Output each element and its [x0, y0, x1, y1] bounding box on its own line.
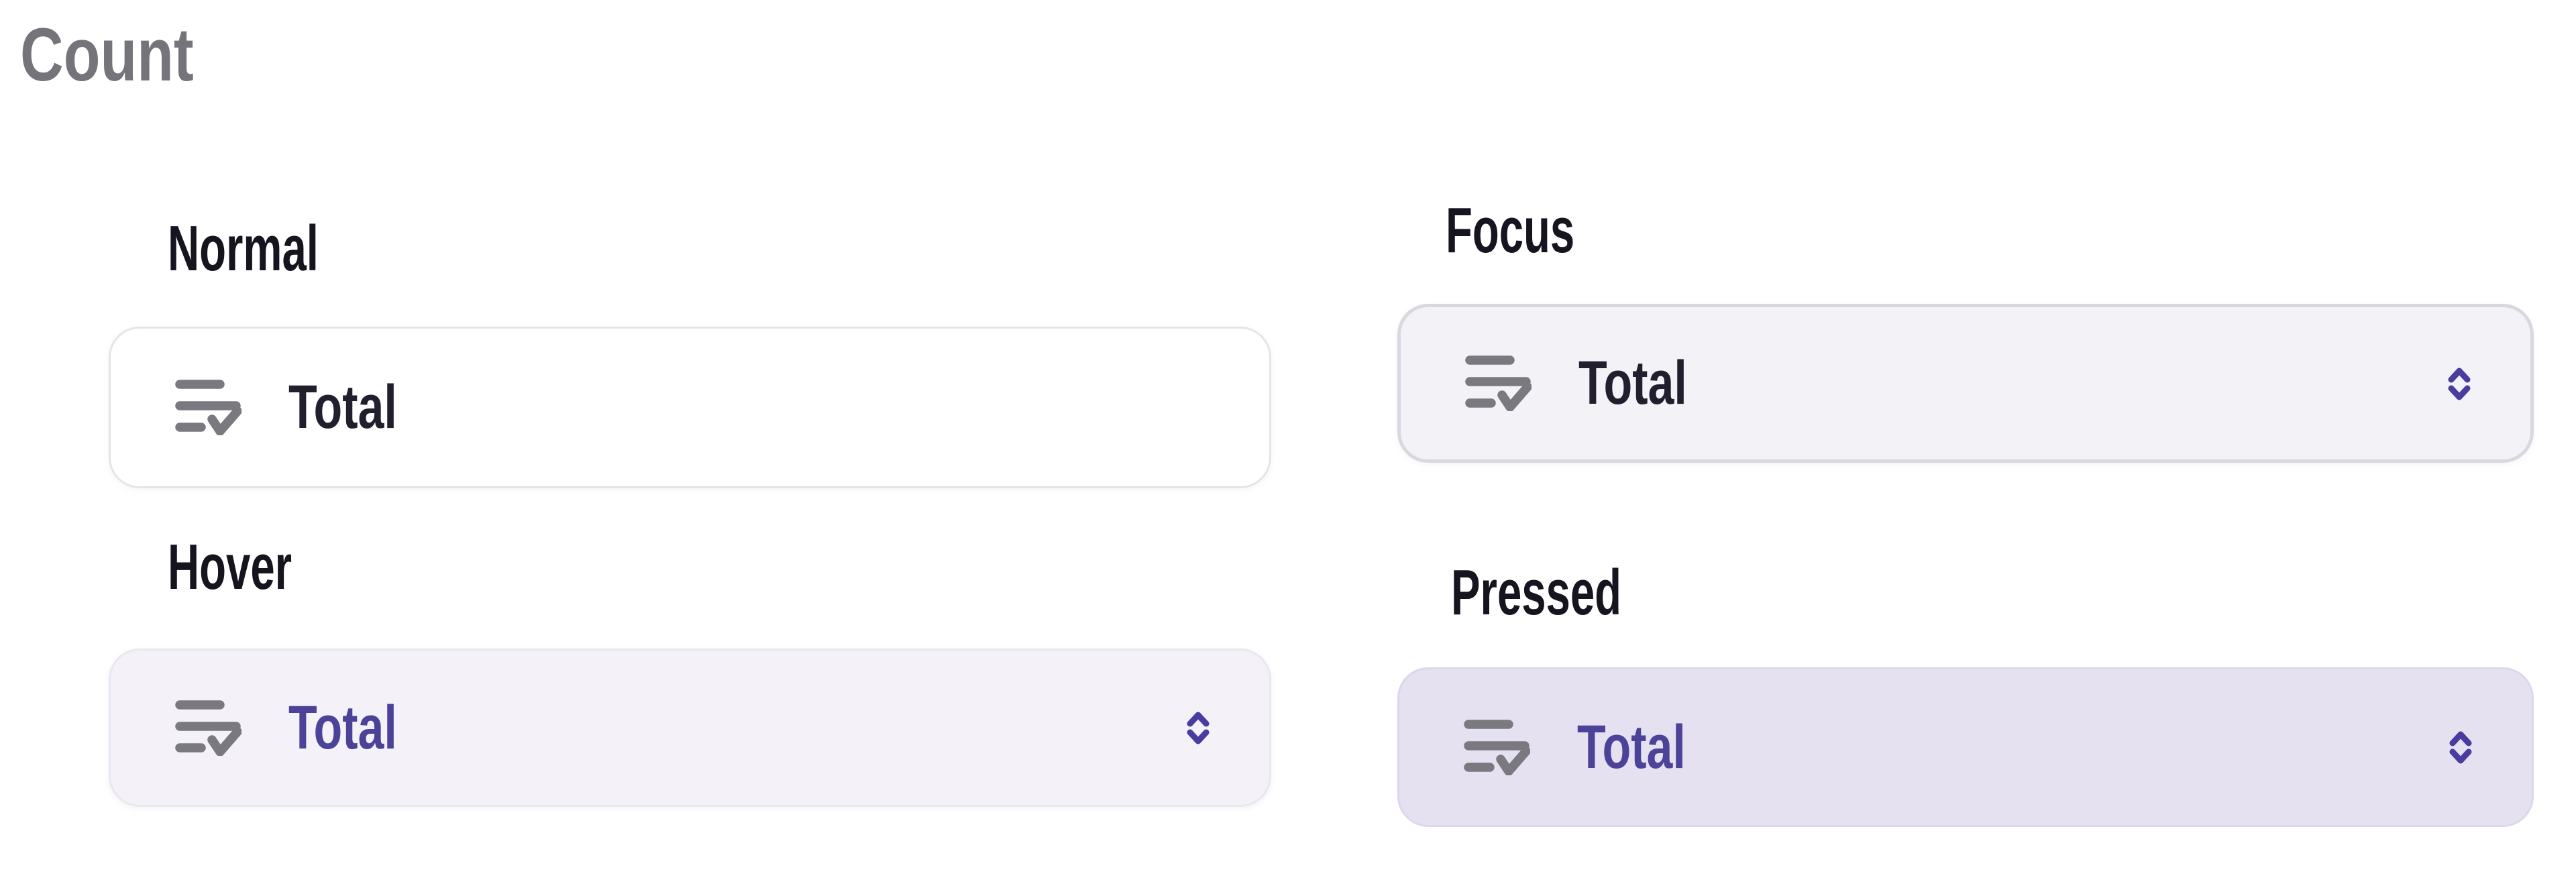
- select-value: Total: [288, 693, 397, 762]
- page-title-text: Count: [20, 13, 194, 97]
- list-check-icon: [174, 376, 242, 439]
- state-label-focus: Focus: [1446, 194, 1575, 266]
- chevrons-up-down-icon: [1184, 708, 1212, 747]
- list-check-icon: [1464, 352, 1532, 414]
- count-select-hover[interactable]: Total: [109, 649, 1271, 807]
- count-select-normal[interactable]: Total: [109, 327, 1271, 488]
- count-select-focus[interactable]: Total: [1397, 304, 2534, 463]
- list-check-icon: [1463, 716, 1531, 779]
- state-label-hover: Hover: [168, 531, 292, 603]
- chevrons-up-down-icon: [2445, 364, 2473, 403]
- chevrons-up-down-icon: [2447, 728, 2475, 767]
- select-value: Total: [1577, 712, 1686, 781]
- list-check-icon: [174, 697, 242, 759]
- page-title: Count: [20, 17, 237, 93]
- select-value: Total: [1578, 349, 1687, 417]
- state-label-normal: Normal: [168, 213, 319, 284]
- select-value: Total: [288, 373, 397, 441]
- count-select-pressed[interactable]: Total: [1397, 667, 2534, 827]
- state-label-pressed: Pressed: [1451, 557, 1622, 628]
